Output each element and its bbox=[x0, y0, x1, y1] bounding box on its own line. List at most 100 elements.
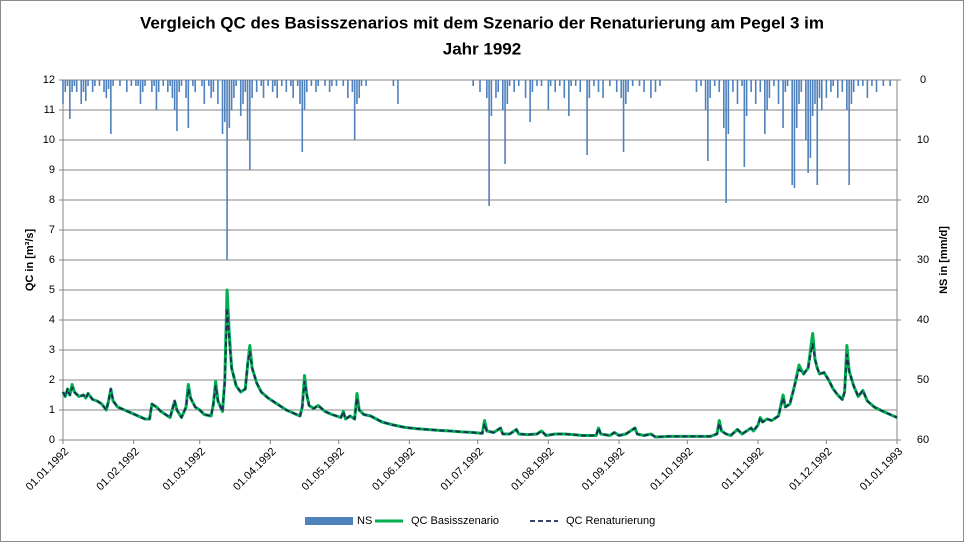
bar bbox=[301, 80, 304, 152]
bar bbox=[162, 80, 165, 86]
bar bbox=[782, 80, 784, 128]
bar bbox=[852, 80, 855, 92]
bar bbox=[365, 80, 367, 86]
bar bbox=[246, 80, 249, 140]
bar bbox=[135, 80, 137, 86]
bar bbox=[805, 80, 807, 140]
bar bbox=[141, 80, 144, 92]
bar bbox=[588, 80, 591, 98]
bar bbox=[335, 80, 338, 86]
bar bbox=[221, 80, 224, 134]
bar bbox=[495, 80, 497, 98]
bar bbox=[155, 80, 158, 110]
y-tick-label: 4 bbox=[49, 314, 55, 326]
bar bbox=[260, 80, 263, 86]
bar bbox=[764, 80, 766, 134]
bar bbox=[397, 80, 399, 104]
bar bbox=[226, 80, 228, 260]
bar bbox=[192, 80, 194, 86]
bar bbox=[497, 80, 500, 92]
bar bbox=[249, 80, 251, 170]
bar bbox=[811, 80, 814, 116]
bar bbox=[777, 80, 780, 104]
bar bbox=[488, 80, 490, 206]
bar bbox=[791, 80, 793, 185]
bar bbox=[723, 80, 725, 128]
bar bbox=[830, 80, 832, 92]
bar bbox=[568, 80, 570, 116]
bar bbox=[622, 80, 625, 152]
bar bbox=[725, 80, 727, 203]
bar bbox=[754, 80, 757, 104]
bar bbox=[217, 80, 219, 104]
bar bbox=[244, 80, 247, 92]
bar bbox=[882, 80, 885, 86]
bar bbox=[360, 80, 363, 86]
bar bbox=[597, 80, 600, 92]
bar bbox=[807, 80, 809, 173]
bar bbox=[766, 80, 768, 110]
legend-label: QC Basisszenario bbox=[411, 515, 499, 527]
bar bbox=[517, 80, 520, 86]
bar bbox=[64, 80, 67, 92]
bar bbox=[625, 80, 627, 104]
bar bbox=[303, 80, 306, 110]
bar bbox=[800, 80, 803, 92]
bar bbox=[593, 80, 595, 86]
bar bbox=[137, 80, 139, 86]
y-tick-label: 6 bbox=[49, 254, 55, 266]
bar bbox=[848, 80, 850, 185]
bar bbox=[659, 80, 661, 86]
bar bbox=[818, 80, 821, 98]
bar bbox=[342, 80, 345, 86]
bar bbox=[579, 80, 582, 92]
bar bbox=[759, 80, 762, 92]
bar bbox=[153, 80, 155, 86]
bar bbox=[351, 80, 354, 92]
y-tick-label: 5 bbox=[49, 284, 55, 296]
y-tick-label: 8 bbox=[49, 194, 55, 206]
bar bbox=[524, 80, 527, 98]
bar bbox=[75, 80, 78, 92]
bar bbox=[846, 80, 848, 110]
bar bbox=[549, 80, 552, 86]
bar bbox=[317, 80, 320, 86]
bar bbox=[178, 80, 181, 92]
bar bbox=[773, 80, 775, 86]
bar bbox=[187, 80, 190, 128]
bar bbox=[233, 80, 235, 98]
bar bbox=[167, 80, 169, 92]
bar bbox=[750, 80, 752, 92]
bar bbox=[356, 80, 358, 104]
bar bbox=[91, 80, 94, 92]
y-tick-label: 1 bbox=[49, 404, 55, 416]
bar bbox=[112, 80, 114, 86]
y-tick-label: 7 bbox=[49, 224, 55, 236]
bar bbox=[267, 80, 269, 86]
bar bbox=[119, 80, 121, 86]
bar bbox=[296, 80, 299, 86]
bar bbox=[73, 80, 76, 86]
y2-tick-label: 40 bbox=[917, 314, 929, 326]
bar bbox=[704, 80, 707, 110]
bar bbox=[871, 80, 873, 86]
bar bbox=[793, 80, 796, 188]
bar bbox=[69, 80, 71, 119]
bar bbox=[208, 80, 210, 86]
bar bbox=[486, 80, 488, 98]
bar bbox=[513, 80, 515, 92]
bar bbox=[816, 80, 819, 185]
bar bbox=[531, 80, 534, 92]
bar bbox=[176, 80, 178, 131]
bar bbox=[315, 80, 317, 92]
bar bbox=[144, 80, 146, 86]
y-axis-label: QC in [m³/s] bbox=[24, 229, 36, 292]
bar bbox=[841, 80, 844, 92]
bar bbox=[745, 80, 748, 116]
bar bbox=[743, 80, 746, 167]
y-tick-label: 2 bbox=[49, 374, 55, 386]
bar bbox=[310, 80, 313, 86]
bar bbox=[242, 80, 244, 104]
bar bbox=[358, 80, 361, 98]
